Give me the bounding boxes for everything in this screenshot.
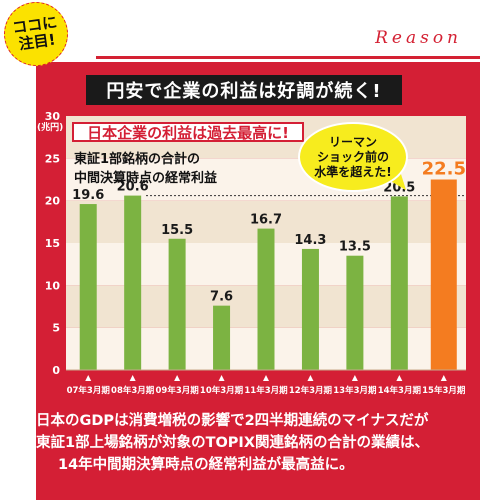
bar [430,179,457,370]
x-tick-marker [85,375,92,381]
data-label: 15.5 [161,223,193,238]
x-tick-marker [174,375,181,381]
bar [79,204,97,370]
x-tick-label: 11年3月期 [244,385,288,396]
badge-line-2: 注目! [17,30,57,54]
callout-bubble: リーマン ショック前の 水準を超えた! [298,122,408,192]
x-tick-label: 13年3月期 [333,385,377,396]
x-tick-marker [351,375,358,381]
y-tick-label: 30 [45,110,61,123]
bar [257,228,275,370]
x-tick-marker [218,375,225,381]
y-tick-label: 0 [52,364,60,377]
chart-headline: 日本企業の利益は過去最高に! [72,122,304,142]
x-tick-marker [396,375,403,381]
x-tick-marker [263,375,269,381]
section-label: Reason [375,28,462,48]
section-rule [96,56,480,59]
summary-line-2: 東証1部上場銘柄が対象のTOPIX関連銘柄の合計の業績は、 [36,435,430,451]
chart-description-line-1: 東証1部銘柄の合計の [74,152,201,167]
bar [124,195,142,370]
data-label: 19.6 [72,188,104,203]
banner-title: 円安で企業の利益は好調が続く! [86,75,402,105]
y-tick-label: 20 [45,195,61,208]
data-label: 20.5 [383,180,415,195]
y-tick-label: 15 [45,237,60,250]
y-tick-label: 5 [52,322,60,335]
bar [390,196,408,370]
x-tick-label: 12年3月期 [289,385,333,396]
y-axis-unit: (兆円) [37,123,64,133]
callout-line-2: ショック前の [316,149,389,164]
callout-line-1: リーマン [328,134,377,149]
x-tick-label: 10年3月期 [200,385,244,396]
data-label: 16.7 [250,213,282,228]
bar [346,255,364,370]
data-label: 13.5 [339,240,371,255]
x-tick-marker [129,375,136,381]
x-tick-marker [440,375,447,381]
data-label: 14.3 [294,233,326,248]
x-tick-label: 14年3月期 [378,385,422,396]
chart-description-line-2: 中間決算時点の経常利益 [74,171,218,186]
x-tick-label: 15年3月期 [422,385,466,396]
summary-line-1: 日本のGDPは消費増税の影響で2四半期連続のマイナスだが [36,413,429,429]
top-strip [0,0,480,60]
x-tick-label: 09年3月期 [155,385,199,396]
chart-area: 0 5 10 15 20 25 30 19.6 07年3月期 20.6 08年3月期 15.5 09年3… [36,108,476,398]
bar [301,248,319,370]
summary-line-3: 14年中間期決算時点の経常利益が最高益に。 [58,457,354,473]
data-label: 7.6 [210,290,233,305]
callout-line-3: 水準を超えた! [314,164,392,179]
bar-chart: 0 5 10 15 20 25 30 19.6 07年3月期 20.6 08年3月期 15.5 09年3… [45,110,466,396]
summary-text: 日本のGDPは消費増税の影響で2四半期連続のマイナスだが 東証1部上場銘柄が対象… [36,410,476,476]
y-tick-label: 25 [45,152,60,165]
y-tick-label: 10 [45,279,61,292]
x-tick-label: 07年3月期 [67,385,111,396]
bar [168,238,186,370]
x-tick-label: 08年3月期 [111,385,155,396]
bar [213,305,231,370]
x-tick-marker [307,375,314,381]
data-label: 22.5 [422,159,466,180]
data-label: 20.6 [117,180,149,195]
